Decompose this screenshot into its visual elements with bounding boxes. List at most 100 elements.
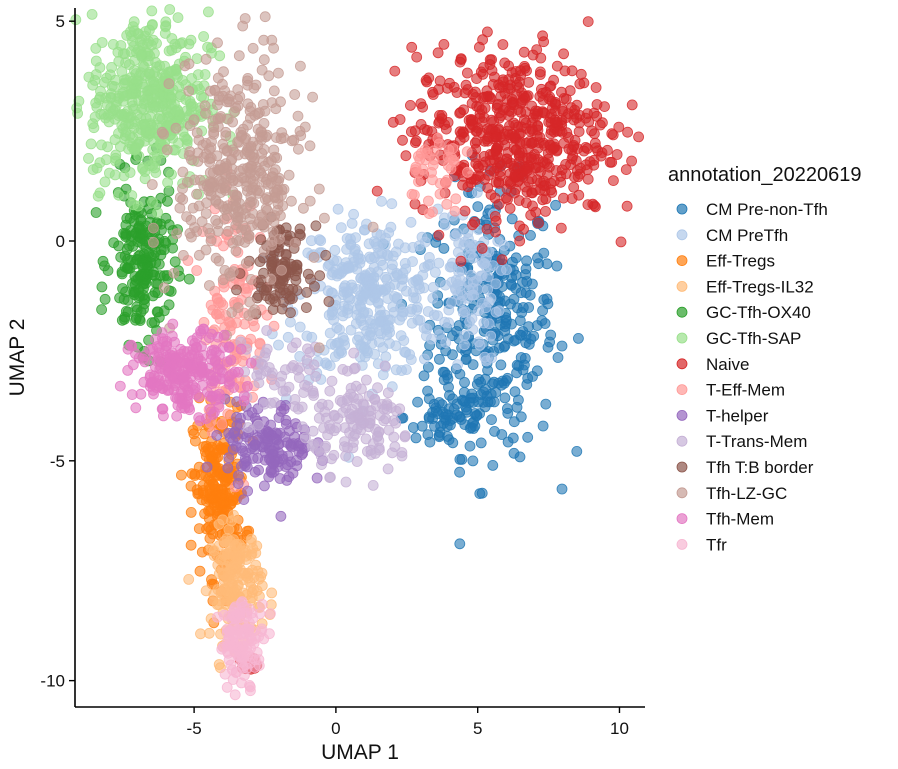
data-point — [351, 398, 362, 410]
data-point — [418, 262, 430, 273]
data-point — [297, 421, 309, 433]
data-point — [390, 364, 402, 376]
data-point — [219, 668, 231, 680]
data-point — [170, 105, 182, 117]
data-point — [503, 74, 515, 85]
data-point — [247, 307, 259, 318]
data-point — [422, 306, 434, 317]
data-point — [442, 160, 454, 172]
data-point — [386, 259, 398, 271]
data-point — [289, 393, 301, 405]
data-point — [462, 166, 473, 178]
data-point — [397, 134, 408, 146]
data-point — [472, 201, 484, 213]
data-point — [504, 202, 516, 214]
data-point — [360, 374, 372, 386]
data-point — [541, 258, 553, 270]
data-point — [125, 339, 137, 351]
data-point — [588, 107, 600, 119]
data-point — [483, 318, 495, 330]
data-point — [240, 132, 252, 144]
data-point — [488, 165, 500, 177]
data-point — [517, 326, 529, 337]
data-point — [245, 537, 257, 548]
data-point — [129, 54, 141, 66]
data-point — [523, 302, 534, 313]
data-point — [223, 452, 235, 464]
data-point — [544, 81, 556, 92]
data-point — [184, 227, 196, 239]
data-point — [340, 450, 352, 462]
data-point — [238, 651, 250, 663]
data-point — [443, 403, 455, 415]
data-point — [185, 539, 197, 551]
data-point — [283, 283, 295, 295]
data-point — [316, 459, 327, 471]
data-point — [179, 60, 191, 72]
data-point — [394, 314, 406, 326]
y-tick-label: 0 — [56, 232, 65, 251]
data-point — [294, 228, 306, 240]
data-point — [156, 333, 168, 345]
legend-item: Tfh-LZ-GC — [676, 484, 787, 503]
data-point — [234, 557, 245, 569]
data-point — [613, 121, 625, 133]
data-point — [216, 366, 228, 378]
legend-marker — [676, 384, 688, 396]
data-point — [514, 451, 526, 463]
data-point — [169, 256, 181, 268]
data-point — [253, 419, 264, 431]
data-point — [332, 203, 344, 215]
x-tick-label: 0 — [331, 719, 340, 738]
data-point — [582, 16, 594, 28]
data-point — [99, 176, 111, 188]
data-point — [210, 447, 222, 459]
data-point — [163, 78, 175, 90]
data-point — [514, 315, 526, 327]
legend-label: T-Eff-Mem — [706, 381, 785, 400]
data-point — [146, 19, 158, 31]
data-point — [362, 274, 374, 286]
data-point — [490, 278, 502, 290]
data-point — [538, 36, 549, 48]
data-point — [502, 372, 514, 384]
data-point — [440, 337, 452, 349]
data-point — [506, 213, 518, 225]
data-point — [427, 292, 439, 304]
data-point — [476, 242, 488, 254]
data-point — [420, 330, 432, 342]
data-point — [476, 257, 488, 268]
data-point — [550, 199, 561, 211]
data-point — [462, 84, 474, 95]
legend-label: T-Trans-Mem — [706, 432, 807, 451]
data-point — [350, 380, 362, 392]
data-point — [351, 456, 363, 467]
data-point — [313, 183, 325, 195]
data-point — [363, 238, 375, 250]
data-point — [429, 266, 441, 278]
data-point — [147, 222, 159, 234]
legend-marker — [676, 203, 688, 215]
data-point — [232, 212, 244, 223]
data-point — [447, 143, 459, 154]
data-point — [499, 392, 511, 404]
data-point — [488, 133, 500, 145]
data-point — [408, 292, 420, 304]
data-point — [206, 345, 218, 357]
legend-item: Tfh T:B border — [676, 458, 814, 477]
data-point — [324, 472, 336, 484]
data-point — [285, 440, 296, 452]
data-point — [232, 94, 244, 105]
data-point — [481, 26, 493, 38]
data-point — [474, 488, 486, 500]
data-point — [138, 81, 150, 93]
data-point — [135, 269, 147, 281]
data-point — [512, 302, 523, 314]
data-point — [423, 72, 435, 84]
data-point — [622, 126, 633, 138]
data-point — [432, 47, 444, 59]
data-point — [124, 212, 136, 224]
y-tick-label: -10 — [40, 672, 65, 691]
data-point — [249, 443, 261, 455]
data-point — [449, 230, 461, 242]
